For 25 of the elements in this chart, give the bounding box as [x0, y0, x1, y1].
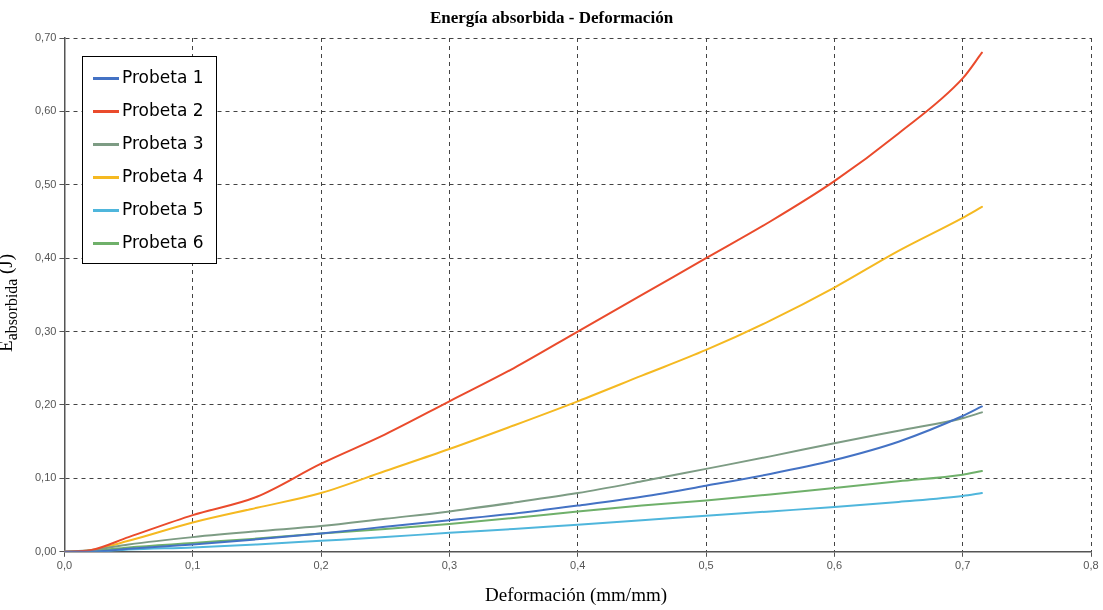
x-tick-label: 0,0: [56, 559, 73, 572]
legend-label: Probeta 6: [121, 231, 204, 254]
legend-label: Probeta 4: [121, 165, 204, 188]
x-tick-label: 0,2: [313, 559, 329, 572]
y-tick-label: 0,50: [34, 177, 57, 190]
y-tick-label: 0,30: [34, 324, 57, 337]
x-tick-label: 0,4: [570, 559, 586, 572]
y-tick-label: 0,20: [34, 398, 57, 411]
y-tick-label: 0,00: [34, 544, 57, 557]
x-axis-title: Deformación (mm/mm): [484, 584, 668, 606]
y-tick-label: 0,10: [34, 471, 57, 484]
x-tick-label: 0,7: [955, 559, 971, 572]
x-tick-label: 0,3: [441, 559, 458, 572]
y-tick-label: 0,40: [34, 251, 57, 264]
x-tick-label: 0,6: [826, 559, 842, 572]
y-tick-label: 0,60: [34, 104, 57, 117]
x-tick-label: 0,5: [698, 559, 714, 572]
chart-title: Energía absorbida - Deformación: [428, 8, 675, 28]
legend-label: Probeta 3: [121, 132, 204, 155]
legend-label: Probeta 2: [121, 99, 204, 122]
legend-label: Probeta 1: [121, 66, 204, 89]
y-tick-label: 0,70: [34, 31, 57, 44]
legend-label: Probeta 5: [121, 198, 204, 221]
x-tick-label: 0,1: [185, 559, 201, 572]
x-tick-label: 0,8: [1083, 559, 1099, 572]
